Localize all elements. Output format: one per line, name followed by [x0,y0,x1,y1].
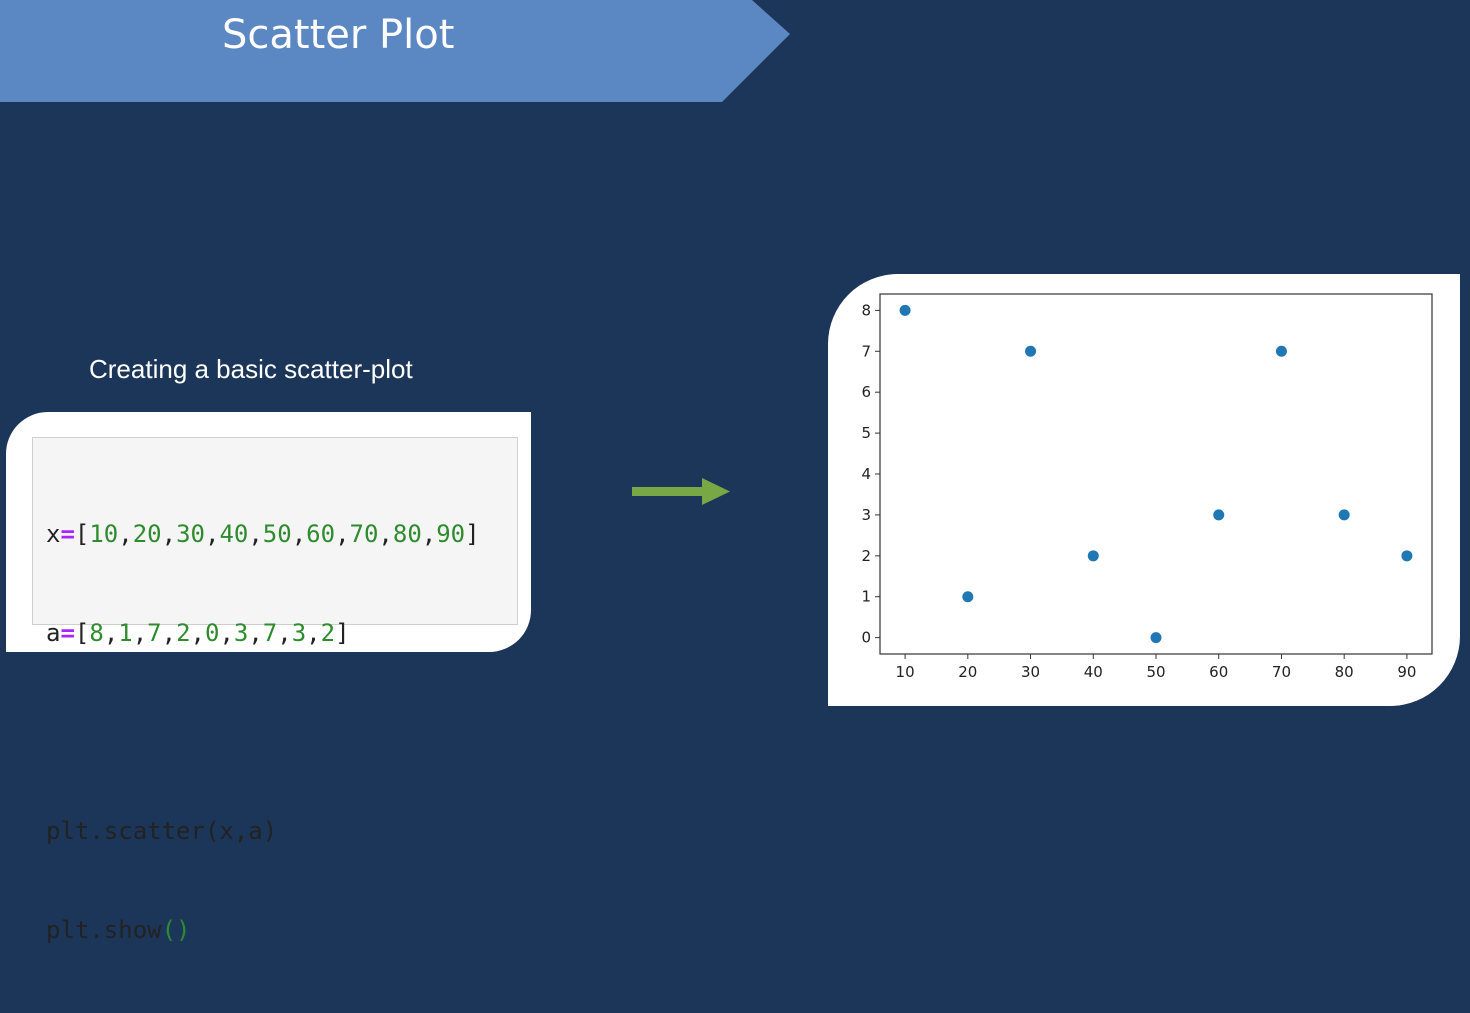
scatter-point [962,591,974,603]
code-comma: , [291,520,307,548]
arrow-right-icon [632,478,730,505]
y-tick-label: 0 [861,629,871,647]
code-number: 70 [349,520,379,548]
y-tick-label: 5 [861,424,871,442]
code-number: 3 [291,619,307,647]
scatter-point [1275,345,1287,357]
code-number: 60 [306,520,336,548]
code-assign-op: = [60,619,75,647]
code-number: 40 [219,520,249,548]
scatter-point [1025,345,1037,357]
code-bracket-open: [ [74,520,90,548]
x-tick-label: 20 [958,663,977,681]
code-assign-op: = [60,520,75,548]
code-comma: , [306,619,321,647]
title-banner-shape [0,0,790,102]
x-tick-label: 80 [1335,663,1354,681]
scatter-point [1150,632,1162,644]
code-line-scatter: plt.scatter(x,a) [46,817,278,845]
y-tick-label: 8 [861,301,871,319]
x-tick-label: 10 [896,663,915,681]
code-cell[interactable]: x=[10,20,30,40,50,60,70,80,90] a=[8,1,7,… [32,437,518,944]
code-show-parens: () [161,916,191,944]
title-banner: Scatter Plot [0,0,790,102]
y-tick-label: 3 [861,506,871,524]
code-number: 7 [147,619,162,647]
code-number: 3 [233,619,249,647]
code-block: x=[10,20,30,40,50,60,70,80,90] a=[8,1,7,… [46,452,480,1013]
code-number: 90 [436,520,466,548]
code-number: 30 [176,520,205,548]
code-comma: , [421,520,437,548]
code-number: 50 [262,520,292,548]
slide-title: Scatter Plot [222,12,455,58]
code-line-x: x=[10,20,30,40,50,60,70,80,90] [46,518,480,551]
scatter-chart: 10 20 30 40 50 60 70 80 90 0 1 2 3 4 5 6 7 8 [861,293,1433,681]
code-var-x: x [46,520,61,548]
x-tick-label: 30 [1021,663,1040,681]
code-number: 7 [262,619,278,647]
code-comma: , [277,619,292,647]
code-comma: , [190,619,205,647]
code-comma: , [132,619,148,647]
code-number: 2 [176,619,191,647]
scatter-point [1401,550,1413,562]
y-tick-label: 1 [861,588,871,606]
y-tick-label: 6 [861,383,871,401]
code-var-a: a [46,619,61,647]
code-a-items: 8,1,7,2,0,3,7,3,2 [89,619,335,647]
code-bracket-close: ] [335,619,350,647]
code-bracket-open: [ [74,619,90,647]
x-tick-label: 70 [1272,663,1291,681]
code-comma: , [335,520,350,548]
code-comma: , [248,520,263,548]
code-comma: , [103,619,119,647]
x-tick-label: 50 [1146,663,1165,681]
code-comma: , [378,520,393,548]
code-number: 1 [118,619,133,647]
y-tick-label: 2 [861,547,871,565]
code-card: x=[10,20,30,40,50,60,70,80,90] a=[8,1,7,… [6,412,531,944]
code-number: 10 [89,520,119,548]
scatter-point [1087,550,1099,562]
code-number: 20 [132,520,162,548]
x-tick-label: 60 [1209,663,1228,681]
scatter-point [899,304,911,316]
x-tick-label: 90 [1397,663,1416,681]
plot-card: 10 20 30 40 50 60 70 80 90 0 1 2 3 4 5 6 7 8 [828,274,1460,706]
y-tick-label: 4 [861,465,871,483]
code-line-show: plt.show() [46,914,480,947]
code-number: 0 [204,619,220,647]
code-number: 80 [392,520,422,548]
code-comma: , [118,520,133,548]
code-comma: , [204,520,220,548]
code-line-blank [46,716,480,749]
scatter-point [1338,509,1350,521]
x-tick-label: 40 [1084,663,1103,681]
code-number: 8 [89,619,104,647]
code-bracket-close: ] [465,520,480,548]
code-number: 2 [320,619,336,647]
code-comma: , [161,619,177,647]
code-comma: , [161,520,177,548]
scatter-point [1213,509,1225,521]
plot-frame [879,293,1433,655]
code-show-call: plt.show [46,916,162,944]
code-x-items: 10,20,30,40,50,60,70,80,90 [89,520,465,548]
y-tick-label: 7 [861,342,871,360]
code-comma: , [219,619,234,647]
code-line-a: a=[8,1,7,2,0,3,7,3,2] [46,617,480,650]
code-comma: , [248,619,263,647]
slide-subtitle: Creating a basic scatter-plot [89,354,413,384]
